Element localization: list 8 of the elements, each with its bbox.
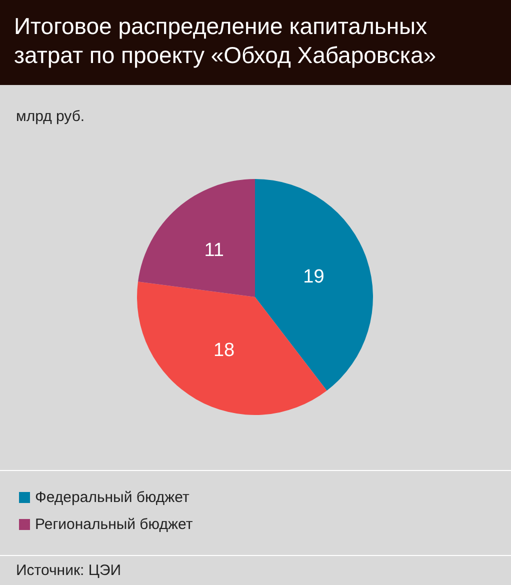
legend-label: Региональный бюджет <box>35 516 193 533</box>
data-label: 11 <box>204 240 224 261</box>
legend-label: Федеральный бюджет <box>35 489 190 506</box>
text: Источник: ЦЭИ <box>16 562 122 579</box>
chart-title: Итоговое распределение капитальных затрат по проекту «Обход Хабаровска» <box>0 0 511 85</box>
data-label: 19 <box>303 266 324 288</box>
chart-subtitle: млрд руб. <box>16 108 85 125</box>
data-label: 18 <box>213 340 235 362</box>
